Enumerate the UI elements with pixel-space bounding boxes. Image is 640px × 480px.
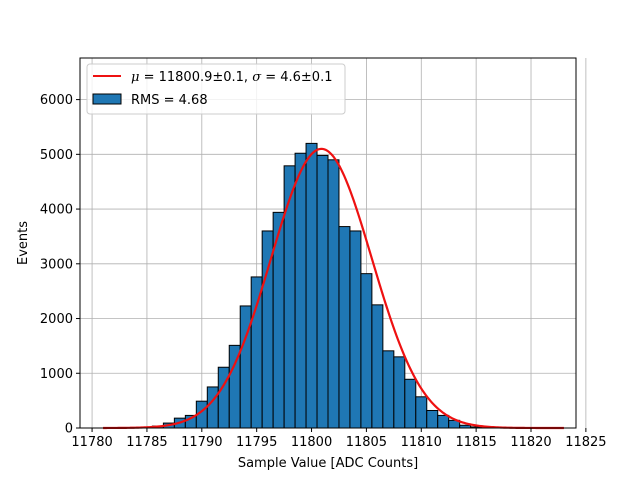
legend-box bbox=[86, 63, 346, 115]
y-tick-label: 3000 bbox=[40, 257, 73, 272]
y-tick-label: 6000 bbox=[40, 93, 73, 108]
y-tick-label: 1000 bbox=[40, 367, 73, 382]
histogram-bar bbox=[371, 304, 384, 429]
x-tick-label: 11815 bbox=[455, 435, 496, 450]
x-tick-label: 11795 bbox=[236, 435, 277, 450]
x-axis-label: Sample Value [ADC Counts] bbox=[238, 456, 418, 471]
legend-histogram-swatch bbox=[92, 93, 122, 105]
histogram-bar bbox=[382, 350, 395, 429]
x-tick-label: 11800 bbox=[291, 435, 332, 450]
x-tick-label: 11805 bbox=[346, 435, 387, 450]
legend-mu-value: = 11800.9±0.1, bbox=[139, 70, 252, 85]
legend-fit-label: μ = 11800.9±0.1, σ = 4.6±0.1 bbox=[131, 70, 332, 85]
y-tick-label: 0 bbox=[65, 422, 73, 437]
histogram-bar bbox=[415, 396, 428, 429]
legend-sigma-symbol: σ bbox=[252, 70, 262, 85]
histogram-bar bbox=[426, 409, 439, 429]
x-tick-label: 11810 bbox=[401, 435, 442, 450]
gaussian-fit-curve bbox=[103, 147, 564, 430]
histogram-bar bbox=[294, 152, 307, 429]
histogram-bar bbox=[349, 230, 362, 429]
legend-mu-symbol: μ bbox=[131, 70, 139, 85]
y-axis-ticks: 0 1000 2000 3000 4000 5000 6000 bbox=[40, 93, 80, 437]
y-tick-label: 4000 bbox=[40, 203, 73, 218]
y-axis-label: Events bbox=[16, 221, 31, 265]
legend-rms-label: RMS = 4.68 bbox=[131, 93, 208, 108]
x-axis-ticks: 11780 11785 11790 11795 11800 11805 11810 11815… bbox=[71, 428, 607, 450]
histogram-bar bbox=[250, 276, 263, 429]
histogram-bar bbox=[206, 386, 219, 429]
y-tick-label: 2000 bbox=[40, 312, 73, 327]
histogram-bar bbox=[338, 226, 351, 429]
histogram-bar bbox=[327, 159, 340, 429]
legend: μ = 11800.9±0.1, σ = 4.6±0.1 RMS = 4.68 bbox=[86, 63, 346, 115]
x-tick-label: 11780 bbox=[71, 435, 112, 450]
x-tick-label: 11790 bbox=[181, 435, 222, 450]
x-tick-label: 11785 bbox=[126, 435, 167, 450]
fit-curve-layer bbox=[103, 147, 564, 430]
x-tick-label: 11820 bbox=[510, 435, 551, 450]
legend-sigma-value: = 4.6±0.1 bbox=[261, 70, 332, 85]
histogram-bars bbox=[119, 142, 494, 429]
histogram-bar bbox=[393, 356, 406, 429]
x-tick-label: 11825 bbox=[565, 435, 606, 450]
y-tick-label: 5000 bbox=[40, 148, 73, 163]
histogram-bar bbox=[360, 273, 373, 429]
plot-area-frame bbox=[79, 57, 577, 429]
histogram-bar bbox=[283, 165, 296, 429]
histogram-bar bbox=[316, 154, 329, 429]
histogram-bar bbox=[305, 142, 318, 429]
histogram-bar bbox=[404, 378, 417, 429]
histogram-bar bbox=[437, 414, 450, 429]
